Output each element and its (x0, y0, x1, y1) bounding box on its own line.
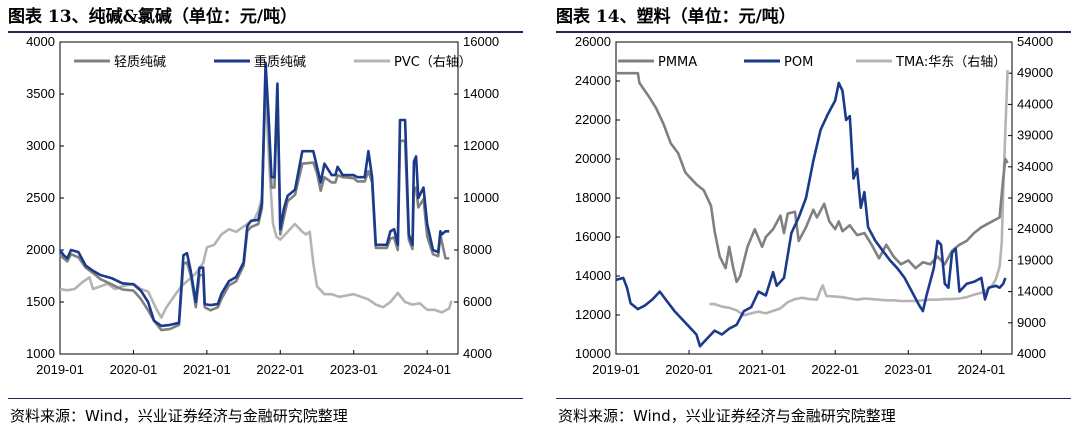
y-tick-label: 1000 (26, 346, 55, 361)
y-tick-label: 14000 (575, 268, 611, 283)
series-line-2 (709, 70, 1009, 317)
x-tick-label: 2021-01 (183, 362, 231, 377)
y-tick-label: 2500 (26, 190, 55, 205)
y-tick-label: 1500 (26, 294, 55, 309)
x-tick-label: 2020-01 (110, 362, 158, 377)
y-tick-label: 22000 (575, 112, 611, 127)
x-tick-label: 2019-01 (592, 362, 640, 377)
y-tick-label: 10000 (575, 346, 611, 361)
y2-tick-label: 34000 (1017, 159, 1053, 174)
chart-title: 图表 13、纯碱&氯碱（单位：元/吨） (8, 7, 298, 27)
y-tick-label: 12000 (575, 307, 611, 322)
y2-tick-label: 6000 (463, 294, 492, 309)
legend-label: 轻质纯碱 (114, 55, 166, 70)
y2-tick-label: 8000 (463, 242, 492, 257)
title-rule (8, 31, 523, 33)
y2-tick-label: 49000 (1017, 65, 1053, 80)
y2-tick-label: 4000 (463, 346, 492, 361)
legend-label: PVC（右轴） (394, 55, 472, 70)
y2-tick-label: 29000 (1017, 190, 1053, 205)
y-tick-label: 3000 (26, 138, 55, 153)
y2-tick-label: 54000 (1017, 34, 1053, 49)
right-chart: 10000 12000 14000 16000 18000 20000 22000 24000… (575, 34, 1053, 377)
source-rule (8, 398, 523, 399)
series-line-0 (616, 71, 1009, 284)
series-line-1 (58, 61, 450, 328)
y2-tick-label: 4000 (1017, 346, 1046, 361)
y2-tick-label: 12000 (463, 138, 499, 153)
y2-tick-label: 14000 (463, 86, 499, 101)
x-tick-label: 2019-01 (36, 362, 84, 377)
y-tick-label: 20000 (575, 151, 611, 166)
x-tick-label: 2024-01 (403, 362, 451, 377)
x-tick-label: 2024-01 (957, 362, 1005, 377)
y2-tick-label: 9000 (1017, 315, 1046, 330)
y2-tick-label: 16000 (463, 34, 499, 49)
x-tick-label: 2023-01 (330, 362, 378, 377)
y2-tick-label: 10000 (463, 190, 499, 205)
y-tick-label: 24000 (575, 73, 611, 88)
legend-label: POM (784, 55, 813, 70)
y2-tick-label: 44000 (1017, 96, 1053, 111)
source-note: 资料来源：Wind，兴业证券经济与金融研究院整理 (10, 407, 348, 425)
y2-tick-label: 14000 (1017, 284, 1053, 299)
y2-tick-label: 24000 (1017, 221, 1053, 236)
source-note: 资料来源：Wind，兴业证券经济与金融研究院整理 (558, 407, 896, 425)
legend-label: TMA:华东（右轴） (895, 55, 1006, 70)
left-chart: 1000 1500 2000 2500 3000 3500 4000 4000 6000 8000… (26, 34, 499, 377)
y-tick-label: 2000 (26, 242, 55, 257)
x-tick-label: 2023-01 (884, 362, 932, 377)
series-line-0 (59, 71, 450, 332)
x-tick-label: 2022-01 (256, 362, 304, 377)
plot-frame (615, 41, 1013, 355)
left-figure: 图表 13、纯碱&氯碱（单位：元/吨） 1000 1500 2000 2500 3000… (8, 0, 528, 434)
legend-label: PMMA (658, 55, 697, 70)
x-tick-label: 2020-01 (665, 362, 713, 377)
y-tick-label: 3500 (26, 86, 55, 101)
x-tick-label: 2022-01 (811, 362, 859, 377)
chart-title: 图表 14、塑料（单位：元/吨） (556, 7, 796, 27)
y2-tick-label: 19000 (1017, 252, 1053, 267)
y-tick-label: 16000 (575, 229, 611, 244)
right-figure: 图表 14、塑料（单位：元/吨） 10000 12000 14000 16000 180… (556, 0, 1076, 434)
title-rule (556, 31, 1071, 33)
legend-label: 重质纯碱 (254, 54, 306, 70)
y-tick-label: 18000 (575, 190, 611, 205)
x-tick-label: 2021-01 (738, 362, 786, 377)
source-rule (556, 398, 1071, 399)
y-tick-label: 4000 (26, 34, 55, 49)
y2-tick-label: 39000 (1017, 128, 1053, 143)
y-tick-label: 26000 (575, 34, 611, 49)
series-line-1 (615, 81, 1007, 348)
